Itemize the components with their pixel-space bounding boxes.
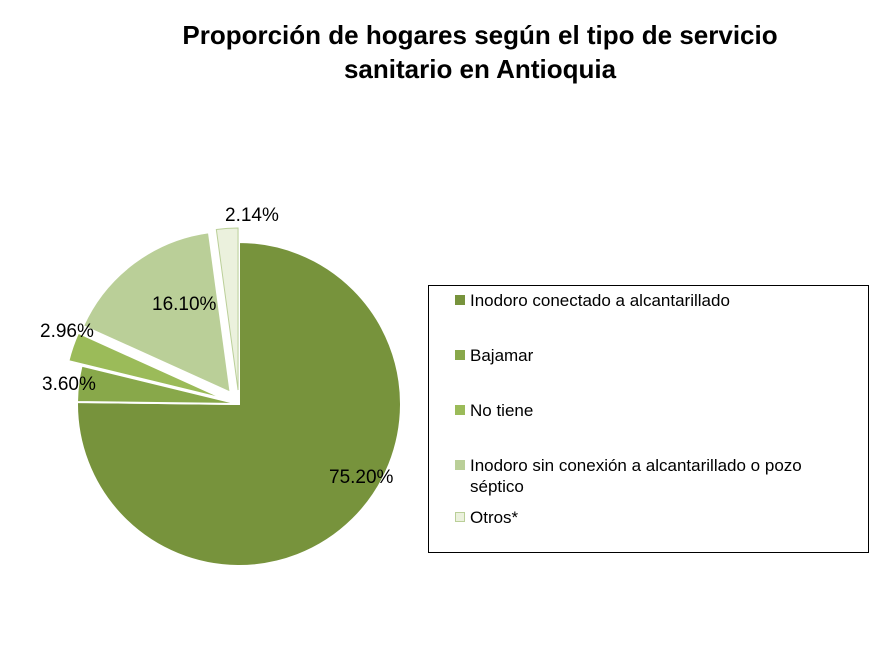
legend-swatch [455,512,465,522]
legend: Inodoro conectado a alcantarillado Bajama… [428,285,869,553]
data-label-no-tiene: 2.96% [40,321,94,342]
pie-slice-otros [215,227,239,391]
legend-item-bajamar: Bajamar [455,345,858,366]
legend-swatch [455,295,465,305]
legend-label: No tiene [470,401,534,420]
data-label-inodoro-conectado-a-alcantarillado: 75.20% [329,467,394,488]
legend-label: Otros* [470,508,519,527]
legend-swatch [455,460,465,470]
legend-swatch [455,350,465,360]
pie-slice-inodoro-conectado-a-alcantarillado [76,240,402,567]
legend-item-no-tiene: No tiene [455,400,858,421]
chart-title: Proporción de hogares según el tipo de s… [110,18,850,86]
legend-item-inodoro-sin-conexion-a-alcantarillado-o-pozo-septico: Inodoro sin conexión a alcantarillado o … [455,455,858,497]
data-label-bajamar: 3.60% [42,374,96,395]
chart-title-line-2: sanitario en Antioquia [343,54,617,84]
chart-title-line-1: Proporción de hogares según el tipo de s… [182,20,778,50]
pie-slice-inodoro-sin-conexion-a-alcantarillado-o-pozo-septico [81,231,232,395]
data-label-otros: 2.14% [225,205,279,226]
legend-label: Inodoro conectado a alcantarillado [470,291,730,310]
data-label-inodoro-sin-conexion-a-alcantarillado-o-pozo-septico: 16.10% [152,294,217,315]
pie-slice-bajamar [76,364,240,405]
legend-item-inodoro-conectado-a-alcantarillado: Inodoro conectado a alcantarillado [455,290,858,311]
pie-slice-no-tiene [67,331,227,401]
legend-label: Bajamar [470,346,534,365]
legend-label: Inodoro sin conexión a alcantarillado o … [470,456,802,496]
legend-swatch [455,405,465,415]
legend-item-otros: Otros* [455,507,858,528]
